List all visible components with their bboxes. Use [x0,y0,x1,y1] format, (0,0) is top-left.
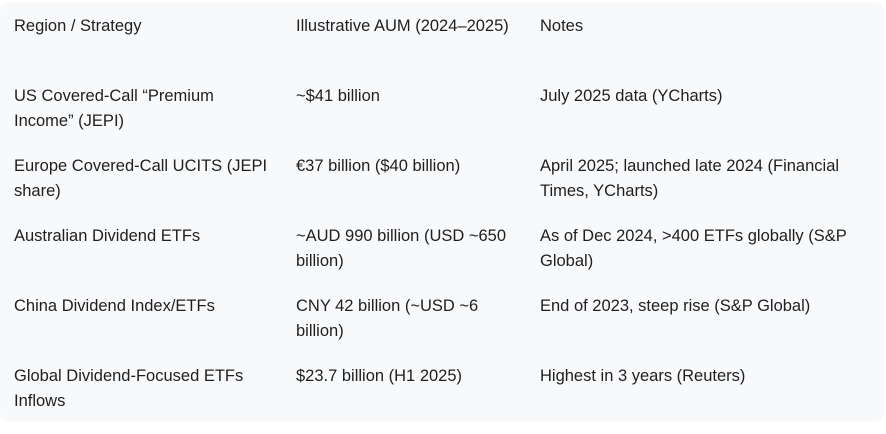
data-table: Region / Strategy Illustrative AUM (2024… [0,2,884,422]
table-cell: April 2025; launched late 2024 (Financia… [540,157,840,200]
table-cell: Global Dividend-Focused ETFs Inflows [14,367,244,410]
table-cell: Australian Dividend ETFs [14,227,201,245]
table-cell: Highest in 3 years (Reuters) [540,367,746,385]
table-cell: July 2025 data (YCharts) [540,87,723,105]
table-cell: China Dividend Index/ETFs [14,297,215,315]
table-cell: CNY 42 billion (~USD ~6 billion) [296,297,479,340]
column-header: Region / Strategy [14,17,142,35]
table-cell: ~AUD 990 billion (USD ~650 billion) [296,227,507,270]
table-cell: As of Dec 2024, >400 ETFs globally (S&P … [540,227,847,270]
table-row: China Dividend Index/ETFs CNY 42 billion… [0,294,884,364]
column-header: Notes [540,17,584,35]
table-row: US Covered-Call “Premium Income” (JEPI) … [0,84,884,154]
table-cell: $23.7 billion (H1 2025) [296,367,463,385]
column-header: Illustrative AUM (2024–2025) [296,17,509,35]
table-row: Global Dividend-Focused ETFs Inflows $23… [0,364,884,434]
table-cell: ~$41 billion [296,87,380,105]
table-cell: US Covered-Call “Premium Income” (JEPI) [14,87,214,130]
table-header-row: Region / Strategy Illustrative AUM (2024… [0,14,884,84]
table-cell: €37 billion ($40 billion) [296,157,461,175]
table-cell: Europe Covered-Call UCITS (JEPI share) [14,157,268,200]
table-row: Europe Covered-Call UCITS (JEPI share) €… [0,154,884,224]
table-row: Australian Dividend ETFs ~AUD 990 billio… [0,224,884,294]
table-cell: End of 2023, steep rise (S&P Global) [540,297,811,315]
